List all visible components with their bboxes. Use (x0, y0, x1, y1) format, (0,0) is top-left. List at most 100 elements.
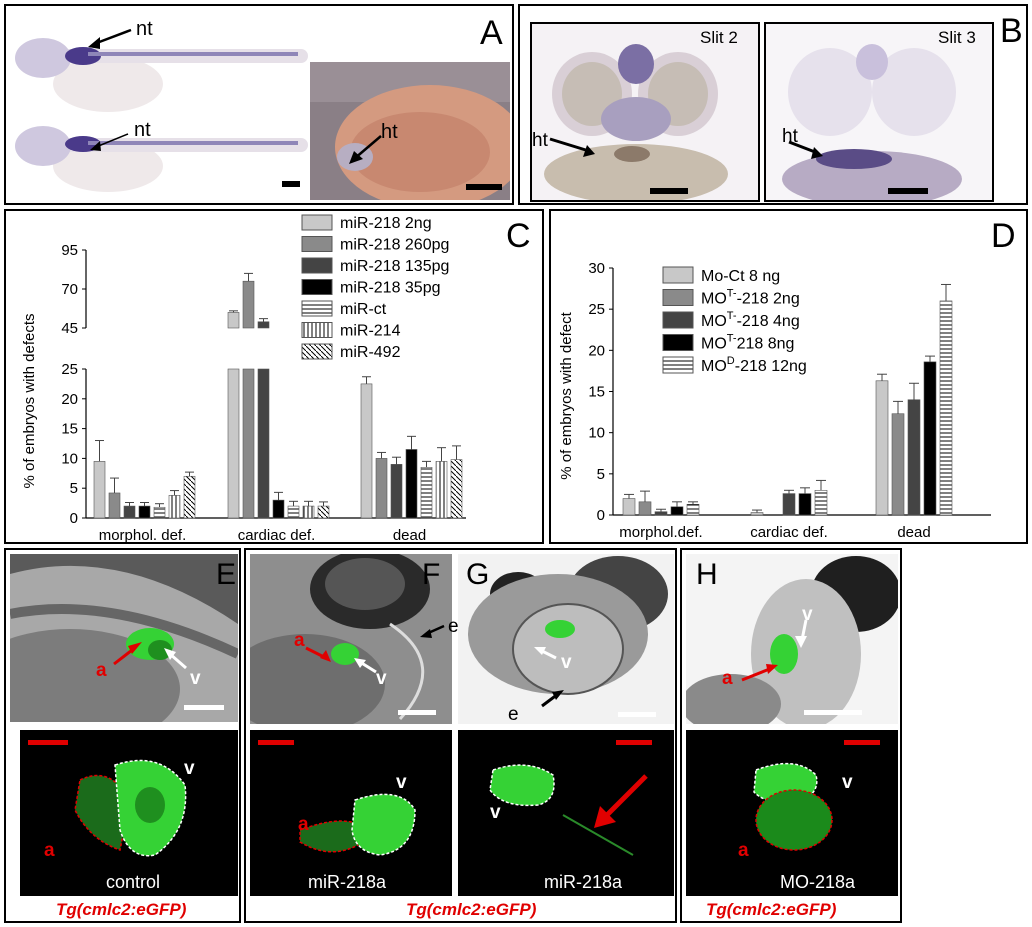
chart-c-ytick-label: 0 (70, 510, 78, 527)
chart-c-legend-swatch (301, 236, 333, 252)
chart-c-legend-swatch (301, 214, 333, 231)
panel-fg-tg-label: Tg(cmlc2:eGFP) (406, 900, 537, 919)
chart-c-ytick-label: 45 (61, 320, 78, 337)
scale-bar-g2 (616, 740, 652, 745)
panel-letter-d: D (991, 217, 1016, 255)
chart-c-bar (108, 492, 121, 519)
chart-d-legend-swatch (662, 311, 694, 329)
panel-f-caption: miR-218a (308, 872, 387, 892)
chart-c-legend-label: miR-218 2ng (340, 215, 432, 232)
panel-letter-f: F (422, 558, 441, 591)
panel-g-top-e: e (508, 704, 519, 725)
chart-c-legend-label: miR-218 35pg (340, 280, 441, 297)
chart-c-legend-label: miR-218 135pg (340, 258, 449, 275)
chart-c-bar (168, 495, 181, 519)
chart-d-bar (670, 506, 684, 516)
ht-arrow (349, 135, 382, 164)
chart-d-bar (798, 493, 812, 516)
panel-e-bottom-v: v (184, 758, 195, 779)
panel-f-top-v: v (376, 668, 387, 689)
panel-letter-h: H (696, 558, 718, 591)
chart-c-ytick-label: 5 (70, 480, 78, 497)
panel-f-bottom-a: a (298, 814, 309, 835)
chart-c-legend-swatch (301, 300, 333, 317)
chart-d-legend-swatch (662, 266, 694, 284)
chart-d-bar (686, 503, 700, 516)
chart-c-ylabel: % of embryos with defects (21, 313, 38, 488)
chart-c-bar (420, 467, 433, 519)
panel-h-fluorescence (686, 730, 898, 896)
chart-d-bar (782, 493, 796, 516)
label-nt-bottom: nt (134, 119, 151, 141)
slit3-image (764, 22, 994, 202)
label-ht: ht (381, 121, 398, 143)
slit2-ht-label: ht (532, 130, 548, 151)
chart-c-ytick-label: 20 (61, 391, 78, 408)
chart-d-bar (622, 498, 636, 516)
chart-c-legend-swatch (301, 343, 333, 360)
panel-e-fluorescence (20, 730, 238, 896)
scale-bar-f1 (398, 710, 436, 715)
chart-c-legend-swatch (301, 279, 333, 295)
scale-bar-g1 (618, 712, 656, 717)
chart-c-bar (153, 506, 166, 519)
chart-d-xtick-label: morphol.def. (619, 524, 702, 541)
chart-c-legend-label: miR-214 (340, 323, 401, 340)
slit3-ht-arrow (788, 140, 823, 159)
chart-d: 0 5 10 15 20 25 30 morphol.def. cardiac def. dead… (558, 260, 991, 541)
chart-d-ytick-label: 30 (588, 260, 605, 277)
panel-h-top-a: a (722, 668, 733, 689)
panel-e-arrows (113, 642, 187, 670)
panel-letter-a: A (480, 14, 503, 52)
panel-h-top-v: v (802, 604, 813, 625)
panel-e-tg-label: Tg(cmlc2:eGFP) (56, 900, 187, 919)
scale-bar-e2 (28, 740, 68, 745)
chart-c-legend-label: miR-ct (340, 301, 387, 318)
chart-d-xtick-label: cardiac def. (750, 524, 828, 541)
panel-e-top-a: a (96, 660, 107, 681)
panel-f-bottom-v: v (396, 772, 407, 793)
chart-d-bar (638, 501, 652, 516)
panel-letter-c: C (506, 217, 531, 255)
panel-g-bottom-v: v (490, 802, 501, 823)
chart-d-ytick-label: 25 (588, 301, 605, 318)
panel-g-fluorescence (458, 730, 674, 896)
panel-b: Slit 2 ht Slit 3 ht B (518, 4, 1028, 205)
chart-c-ytick-label: 70 (61, 281, 78, 298)
panel-e-top-v: v (190, 668, 201, 689)
chart-c-bar (227, 368, 240, 519)
panel-h-bottom-a: a (738, 840, 749, 861)
label-nt-top: nt (136, 18, 153, 40)
scale-bar-h1 (804, 710, 862, 715)
chart-c-bar (93, 461, 106, 519)
chart-c-legend-label: miR-492 (340, 344, 401, 361)
chart-c-legend-swatch (301, 257, 333, 274)
chart-c-bar (360, 383, 373, 519)
chart-d-ytick-label: 10 (588, 425, 605, 442)
chart-d-ytick-label: 0 (597, 507, 605, 524)
chart-c-bar (302, 505, 315, 519)
panel-g-top-v: v (561, 652, 572, 673)
scale-bar-b2 (888, 188, 928, 194)
chart-c-bar (390, 464, 403, 519)
chart-c-bar (405, 449, 418, 519)
chart-d-ylabel: % of embryos with defect (558, 311, 575, 479)
chart-c-ytick-label: 25 (61, 361, 78, 378)
chart-c-ytick-label: 10 (61, 450, 78, 467)
slit2-ht-arrow (549, 137, 595, 157)
chart-d-legend-label: Mo-Ct 8 ng (701, 268, 780, 285)
panel-f-top-e: e (448, 616, 459, 637)
chart-c-legend-label: miR-218 260pg (340, 237, 449, 254)
chart-c-bar (375, 458, 388, 519)
chart-c-bar (287, 505, 300, 519)
chart-c-bar (435, 461, 448, 519)
chart-d-legend-swatch (662, 356, 694, 374)
chart-d-ytick-label: 15 (588, 384, 605, 401)
chart-c-ytick-label: 95 (61, 242, 78, 259)
chart-c-bar (183, 475, 196, 519)
scale-bar-b1 (650, 188, 688, 194)
slit2-image (530, 22, 760, 202)
panel-e-bottom-a: a (44, 840, 55, 861)
chart-c-bar (242, 368, 255, 519)
chart-d-legend-label: MOT--218 4ng (701, 310, 800, 330)
